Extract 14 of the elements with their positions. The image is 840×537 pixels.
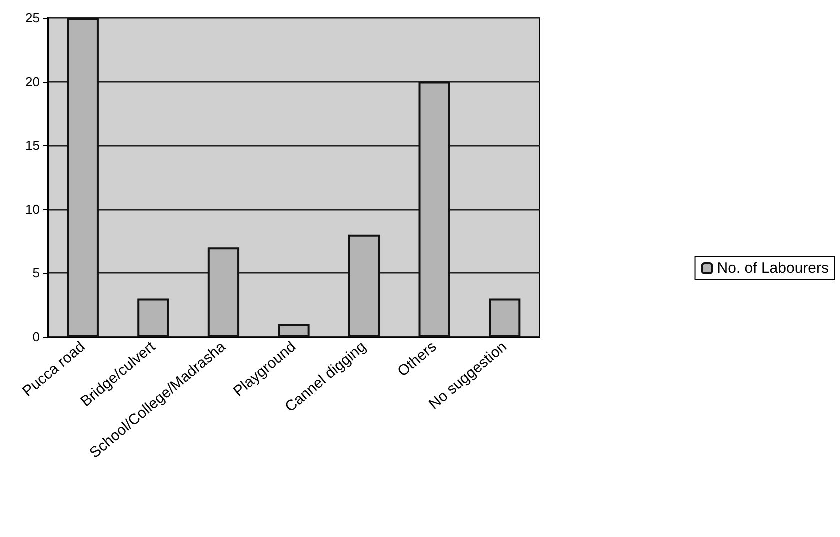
y-tick-label: 15 [26,138,40,154]
bar [67,18,99,337]
bar [138,298,170,337]
bar [278,324,310,337]
bar [418,82,450,337]
y-tick-label: 5 [32,266,40,281]
y-tick-label: 10 [26,202,40,217]
y-tick-label: 0 [32,330,40,344]
y-tick-label: 25 [26,10,40,26]
bar [348,234,380,337]
y-tick-label: 20 [26,74,40,90]
legend-label: No. of Labourers [717,260,830,277]
bar [208,248,240,337]
bar [489,298,521,337]
